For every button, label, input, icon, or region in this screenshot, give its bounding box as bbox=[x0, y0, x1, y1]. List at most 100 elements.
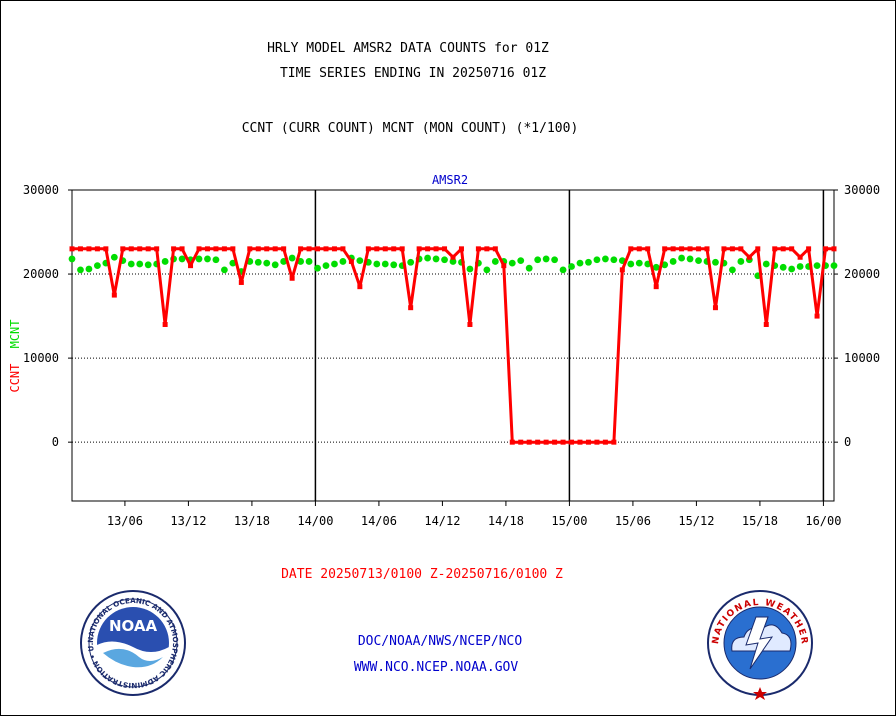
y-tick-label-right: 30000 bbox=[844, 183, 880, 197]
data-point-mcnt bbox=[534, 256, 542, 264]
data-point-ccnt bbox=[687, 246, 693, 252]
data-point-mcnt bbox=[542, 255, 550, 263]
data-point-mcnt bbox=[517, 257, 525, 265]
data-point-ccnt bbox=[179, 246, 185, 252]
data-point-ccnt bbox=[399, 246, 405, 252]
data-point-ccnt bbox=[806, 246, 812, 252]
x-tick-label: 13/12 bbox=[170, 514, 206, 528]
plot-label: AMSR2 bbox=[432, 173, 468, 187]
data-point-mcnt bbox=[381, 260, 389, 268]
data-point-ccnt bbox=[230, 246, 236, 252]
data-point-mcnt bbox=[136, 260, 144, 268]
data-point-ccnt bbox=[712, 305, 718, 311]
data-point-ccnt bbox=[518, 439, 524, 445]
data-point-ccnt bbox=[585, 439, 591, 445]
data-point-mcnt bbox=[779, 263, 787, 271]
data-point-mcnt bbox=[627, 260, 635, 268]
data-point-mcnt bbox=[305, 258, 313, 265]
data-point-mcnt bbox=[593, 256, 601, 264]
data-point-mcnt bbox=[254, 258, 262, 266]
data-point-ccnt bbox=[535, 439, 541, 445]
data-point-ccnt bbox=[103, 246, 109, 252]
data-point-ccnt bbox=[340, 246, 346, 252]
data-point-ccnt bbox=[374, 246, 380, 252]
series-line-ccnt bbox=[72, 247, 834, 444]
data-point-mcnt bbox=[390, 261, 398, 269]
data-point-ccnt bbox=[357, 284, 363, 290]
data-point-ccnt bbox=[814, 313, 820, 319]
data-point-ccnt bbox=[823, 246, 829, 252]
data-point-ccnt bbox=[721, 246, 727, 252]
data-point-mcnt bbox=[483, 266, 491, 274]
data-point-mcnt bbox=[559, 266, 567, 274]
data-point-mcnt bbox=[602, 255, 609, 263]
data-point-ccnt bbox=[196, 246, 202, 252]
data-point-ccnt bbox=[552, 439, 558, 445]
data-point-mcnt bbox=[373, 260, 381, 268]
data-point-ccnt bbox=[289, 275, 295, 281]
data-point-ccnt bbox=[77, 246, 83, 252]
data-point-ccnt bbox=[628, 246, 634, 252]
data-point-mcnt bbox=[178, 255, 186, 263]
data-point-mcnt bbox=[729, 266, 736, 274]
y-tick-label-right: 20000 bbox=[844, 267, 880, 281]
data-point-mcnt bbox=[161, 258, 169, 265]
x-tick-label: 14/18 bbox=[488, 514, 524, 528]
data-point-ccnt bbox=[729, 246, 735, 252]
data-point-ccnt bbox=[746, 254, 752, 260]
x-tick-label: 15/18 bbox=[742, 514, 778, 528]
data-point-mcnt bbox=[686, 255, 694, 263]
data-point-mcnt bbox=[441, 256, 448, 264]
data-point-mcnt bbox=[669, 258, 677, 265]
data-point-mcnt bbox=[830, 262, 838, 270]
data-point-ccnt bbox=[306, 246, 312, 252]
noaa-logo-text: NOAA bbox=[109, 617, 158, 635]
data-point-mcnt bbox=[635, 259, 643, 267]
y-tick-label-left: 20000 bbox=[23, 267, 59, 281]
data-point-mcnt bbox=[449, 258, 457, 265]
data-point-ccnt bbox=[763, 321, 769, 327]
data-point-mcnt bbox=[678, 254, 685, 262]
title-line-2: TIME SERIES ENDING IN 20250716 01Z bbox=[280, 66, 546, 81]
y-tick-label-right: 10000 bbox=[844, 351, 880, 365]
data-point-ccnt bbox=[154, 246, 160, 252]
plot-border bbox=[71, 189, 835, 502]
x-tick-label: 13/06 bbox=[107, 514, 143, 528]
data-point-ccnt bbox=[120, 246, 126, 252]
x-tick-label: 15/00 bbox=[551, 514, 587, 528]
data-point-mcnt bbox=[356, 257, 364, 265]
data-point-ccnt bbox=[382, 246, 388, 252]
data-point-mcnt bbox=[508, 259, 516, 267]
data-point-ccnt bbox=[391, 246, 397, 252]
data-point-ccnt bbox=[831, 246, 837, 252]
data-point-ccnt bbox=[255, 246, 261, 252]
data-point-ccnt bbox=[298, 246, 304, 252]
title-line-1: HRLY MODEL AMSR2 DATA COUNTS for 01Z bbox=[267, 41, 549, 56]
x-tick-label: 13/18 bbox=[234, 514, 270, 528]
data-point-mcnt bbox=[339, 258, 347, 265]
data-point-mcnt bbox=[271, 261, 279, 269]
footer-org-line[interactable]: DOC/NOAA/NWS/NCEP/NCO bbox=[358, 634, 523, 649]
data-point-mcnt bbox=[568, 263, 575, 270]
data-point-ccnt bbox=[636, 246, 642, 252]
data-point-ccnt bbox=[738, 246, 744, 252]
footer-url-line[interactable]: WWW.NCO.NCEP.NOAA.GOV bbox=[354, 660, 519, 675]
data-point-mcnt bbox=[288, 254, 296, 262]
data-point-ccnt bbox=[331, 246, 337, 252]
data-point-ccnt bbox=[188, 263, 194, 269]
data-point-ccnt bbox=[569, 439, 575, 445]
data-point-ccnt bbox=[484, 246, 490, 252]
data-point-ccnt bbox=[171, 246, 177, 252]
data-point-ccnt bbox=[450, 254, 456, 260]
data-point-ccnt bbox=[221, 246, 227, 252]
y-axis-label: CCNT MCNT bbox=[8, 319, 22, 392]
y-axis-label-ccnt: CCNT bbox=[8, 364, 22, 393]
data-point-ccnt bbox=[611, 439, 617, 445]
data-point-ccnt bbox=[281, 246, 287, 252]
data-point-ccnt bbox=[755, 246, 761, 252]
data-point-mcnt bbox=[466, 265, 474, 273]
y-axis-label-mcnt: MCNT bbox=[8, 319, 22, 348]
data-point-mcnt bbox=[204, 255, 211, 263]
data-point-ccnt bbox=[789, 246, 795, 252]
y-tick-label-left: 30000 bbox=[23, 183, 59, 197]
